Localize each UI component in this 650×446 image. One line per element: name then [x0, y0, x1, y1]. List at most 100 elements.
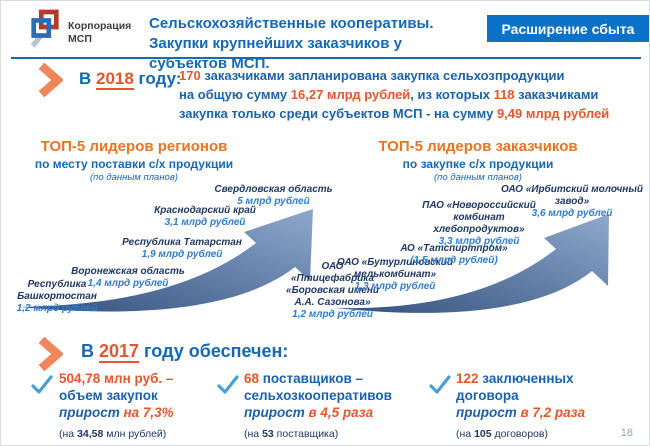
text-segment: году:	[133, 69, 182, 88]
text-segment: 105	[474, 427, 492, 440]
customer-label: ПАО «Новороссийский комбинат хлебопродук…	[409, 200, 549, 248]
text-segment: (на	[456, 427, 475, 440]
top5-customers-subtitle: по закупке с/х продукции	[402, 157, 554, 171]
text-segment: прирост	[244, 405, 309, 421]
stat-lead: 122 заключенных	[456, 371, 628, 387]
page-number: 18	[620, 427, 633, 439]
stat-growth: прирост в 4,5 раза	[244, 405, 422, 421]
text-segment: прирост	[456, 405, 521, 421]
year-value: 2017	[99, 341, 140, 363]
top5-regions-subtitle: по месту поставки с/х продукции	[34, 157, 234, 171]
top5-regions-header: ТОП-5 лидеров регионов по месту поставки…	[29, 138, 239, 183]
region-name: Республика Татарстан	[122, 237, 242, 248]
intro-paragraph: 170 заказчиками запланирована закупка се…	[179, 67, 645, 124]
year-2018-heading: В 2018 году:	[79, 69, 182, 90]
text-segment: прирост	[59, 405, 124, 421]
region-label: Свердловская область 5 млрд рублей	[206, 184, 341, 208]
region-name: Свердловская область	[214, 184, 333, 195]
customer-name: АО «Татспиртпром»	[400, 243, 508, 254]
text-segment: В	[81, 341, 99, 361]
stat-note: (на 105 договоров)	[456, 428, 628, 441]
chevron-right-icon	[38, 63, 63, 97]
text-segment: на 7,3%	[123, 405, 174, 421]
customer-label: ОАО «Ирбитский молочный завод» 3,6 млрд …	[501, 184, 643, 220]
text-segment: (на	[59, 427, 78, 440]
text-segment: млн рублей)	[103, 427, 167, 440]
stat-lead: 504,78 млн руб. –	[59, 371, 231, 387]
year-value: 2018	[96, 69, 134, 90]
region-value: 1,2 млрд рублей	[16, 303, 98, 314]
slide-title-line1: Сельскохозяйственные кооперативы.	[149, 15, 434, 32]
top5-customers-header: ТОП-5 лидеров заказчиков по закупке с/х …	[373, 138, 583, 183]
top5-regions-note: (по данным планов)	[90, 172, 178, 183]
top5-customers-note: (по данным планов)	[434, 172, 522, 183]
customer-value: 3,3 млрд рублей	[438, 236, 520, 247]
text-segment: 68	[244, 371, 260, 386]
stat-line2: сельхозкооперативов	[244, 388, 392, 404]
stat-lead: 68 поставщиков –	[244, 371, 422, 387]
stat-growth: прирост в 7,2 раза	[456, 405, 628, 421]
customer-value: (1,5 млрд рублей)	[410, 255, 498, 266]
msp-logo-icon	[30, 9, 59, 48]
chevron-right-icon	[38, 337, 63, 371]
customer-name: ОАО «Птицефабрика «Боровская имени А.А. …	[286, 261, 379, 308]
region-label: Республика Татарстан 1,9 млрд рублей	[117, 237, 247, 261]
text-segment: (на	[244, 427, 263, 440]
expansion-button[interactable]: Расширение сбыта	[487, 15, 649, 42]
text-segment: в 7,2 раза	[520, 405, 586, 421]
region-name: Краснодарский край	[154, 205, 256, 216]
region-value: 1,4 млрд рублей	[87, 278, 169, 289]
text-segment: 16,27 млрд рублей	[290, 86, 411, 102]
text-segment: поставщика)	[273, 427, 339, 440]
region-name: Республика Башкортостан	[17, 279, 97, 302]
customer-label: ОАО «Птицефабрика «Боровская имени А.А. …	[285, 261, 380, 321]
stat-note: (на 53 поставщика)	[244, 428, 422, 441]
customer-value: 1,3 млрд рублей	[354, 281, 436, 292]
stat-growth: прирост на 7,3%	[59, 405, 231, 421]
stat-suppliers: 68 поставщиков – сельхозкооперативов при…	[244, 371, 422, 440]
top5-regions-title: ТОП-5 лидеров регионов	[40, 138, 228, 155]
region-label: Воронежская область 1,4 млрд рублей	[63, 266, 193, 290]
region-label: Краснодарский край 3,1 млрд рублей	[139, 205, 271, 229]
stat-note: (на 34,58 млн рублей)	[59, 428, 231, 441]
logo-text: Корпорация МСП	[68, 20, 131, 46]
text-segment: заказчиками	[514, 86, 599, 102]
logo-line2: МСП	[68, 33, 92, 46]
customer-name: ПАО «Новороссийский комбинат хлебопродук…	[422, 200, 536, 235]
stat-line2: договора	[456, 388, 519, 404]
text-segment: на общую сумму	[179, 86, 291, 102]
check-icon	[429, 375, 451, 394]
stat-volume: 504,78 млн руб. – объем закупок прирост …	[59, 371, 231, 440]
intro-line: 170 заказчиками запланирована закупка се…	[179, 67, 645, 86]
slide-title: Сельскохозяйственные кооперативы. Закупк…	[149, 14, 484, 73]
customer-name: ОАО «Бутурлиновский мелькомбинат»	[336, 257, 454, 280]
text-segment: В	[79, 69, 96, 88]
customer-name: ОАО «Ирбитский молочный завод»	[501, 184, 643, 207]
text-segment: в 4,5 раза	[308, 405, 374, 421]
text-segment: 9,49 млрд рублей	[496, 105, 610, 121]
check-icon	[217, 375, 239, 394]
top5-customers-title: ТОП-5 лидеров заказчиков	[378, 138, 578, 155]
text-segment: 122	[456, 371, 479, 386]
stat-contracts: 122 заключенных договора прирост в 7,2 р…	[456, 371, 628, 440]
year-2017-heading: В 2017 году обеспечен:	[81, 341, 289, 363]
text-segment: заключенных	[478, 371, 574, 386]
region-value: 5 млрд рублей	[237, 196, 310, 207]
text-segment: заказчиками запланирована закупка сельхо…	[200, 68, 565, 83]
region-name: Воронежская область	[71, 266, 185, 277]
text-segment: году обеспечен:	[139, 341, 289, 361]
text-segment: 53	[262, 427, 274, 440]
text-segment: 34,58	[77, 427, 104, 440]
customer-value: 1,2 млрд рублей	[292, 309, 373, 320]
check-icon	[31, 375, 53, 394]
stat-line2: объем закупок	[59, 388, 158, 404]
text-segment: закупка только среди субъектов МСП - на …	[179, 105, 497, 121]
customer-label: ОАО «Бутурлиновский мелькомбинат» 1,3 мл…	[335, 257, 455, 293]
text-segment: 118	[493, 86, 515, 102]
logo-line1: Корпорация	[68, 20, 132, 32]
region-value: 1,9 млрд рублей	[141, 249, 223, 260]
text-segment: договоров)	[491, 427, 548, 440]
header-divider	[11, 57, 641, 59]
region-value: 3,1 млрд рублей	[164, 217, 246, 228]
